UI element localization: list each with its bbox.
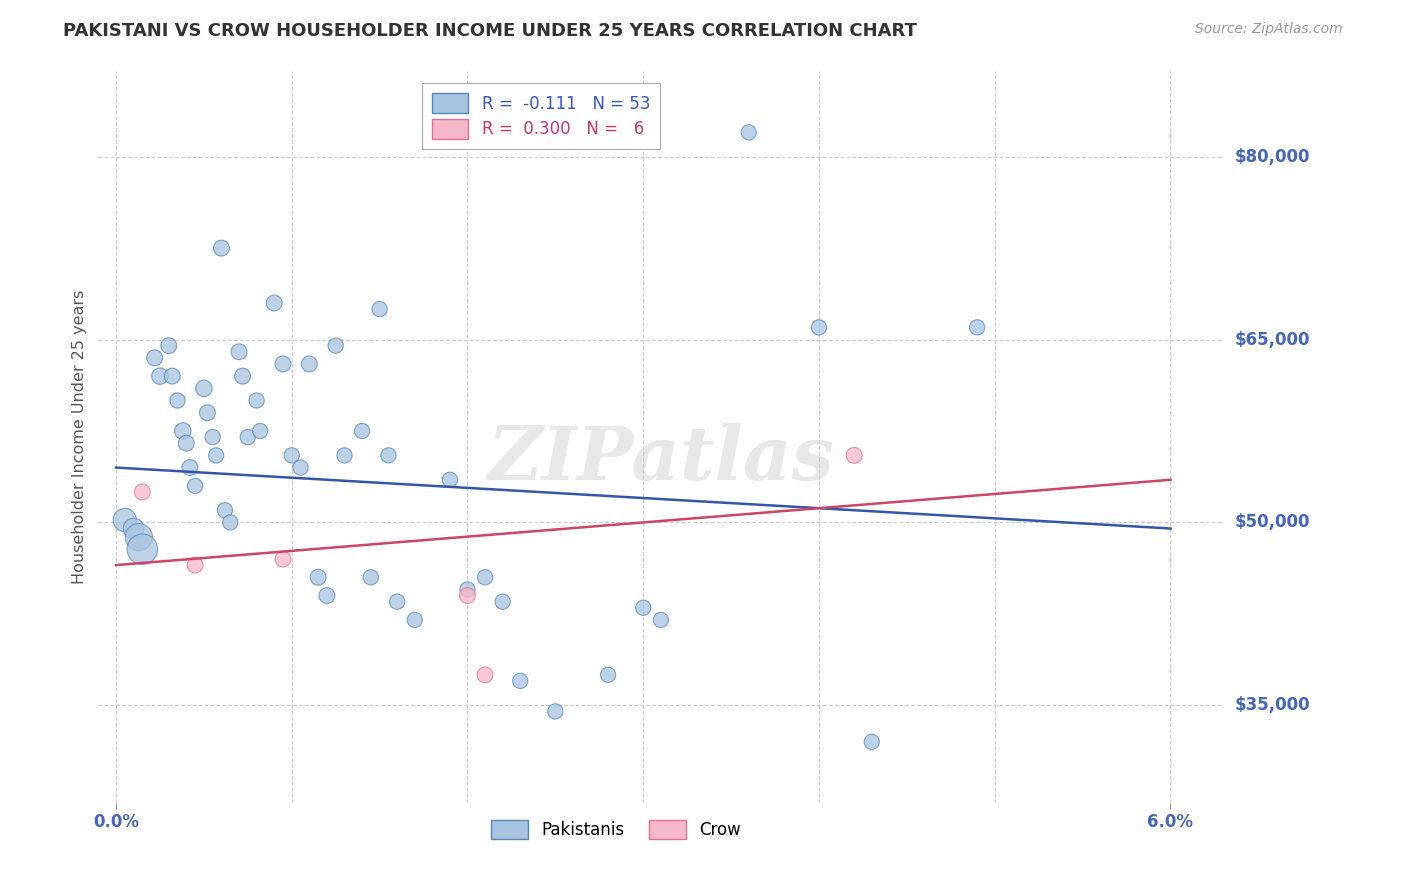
Text: $80,000: $80,000 bbox=[1234, 148, 1310, 166]
Point bbox=[307, 570, 329, 584]
Point bbox=[246, 393, 269, 408]
Point bbox=[201, 430, 224, 444]
Point bbox=[966, 320, 988, 334]
Point bbox=[368, 301, 391, 317]
Point bbox=[157, 339, 180, 353]
Point bbox=[333, 449, 356, 463]
Point bbox=[457, 582, 479, 597]
Point bbox=[205, 449, 228, 463]
Point bbox=[598, 667, 620, 681]
Point bbox=[492, 595, 515, 609]
Point bbox=[263, 296, 285, 310]
Point bbox=[149, 369, 172, 384]
Point bbox=[271, 552, 294, 566]
Text: $35,000: $35,000 bbox=[1234, 697, 1310, 714]
Point bbox=[162, 369, 184, 384]
Point bbox=[316, 589, 339, 603]
Point bbox=[166, 393, 188, 408]
Point bbox=[352, 424, 374, 438]
Text: $65,000: $65,000 bbox=[1234, 331, 1310, 349]
Point bbox=[325, 339, 347, 353]
Point bbox=[298, 357, 321, 371]
Text: $50,000: $50,000 bbox=[1234, 514, 1310, 532]
Point bbox=[184, 479, 207, 493]
Point bbox=[179, 460, 201, 475]
Point bbox=[474, 667, 496, 681]
Point bbox=[738, 125, 761, 139]
Point bbox=[211, 241, 233, 255]
Text: ZIPatlas: ZIPatlas bbox=[488, 423, 834, 495]
Point bbox=[131, 485, 153, 500]
Point bbox=[219, 516, 242, 530]
Point bbox=[404, 613, 426, 627]
Point bbox=[474, 570, 496, 584]
Point bbox=[385, 595, 409, 609]
Point bbox=[128, 530, 150, 544]
Point bbox=[197, 406, 219, 420]
Point bbox=[249, 424, 271, 438]
Point bbox=[172, 424, 194, 438]
Point bbox=[439, 473, 461, 487]
Point bbox=[808, 320, 831, 334]
Point bbox=[457, 589, 479, 603]
Point bbox=[231, 369, 254, 384]
Point bbox=[214, 503, 236, 517]
Point bbox=[360, 570, 382, 584]
Point bbox=[509, 673, 531, 688]
Y-axis label: Householder Income Under 25 years: Householder Income Under 25 years bbox=[72, 290, 87, 584]
Point bbox=[131, 542, 153, 557]
Point bbox=[236, 430, 259, 444]
Legend: Pakistanis, Crow: Pakistanis, Crow bbox=[484, 814, 748, 846]
Point bbox=[271, 357, 294, 371]
Point bbox=[228, 344, 250, 359]
Point bbox=[290, 460, 312, 475]
Text: Source: ZipAtlas.com: Source: ZipAtlas.com bbox=[1195, 22, 1343, 37]
Point bbox=[122, 521, 145, 535]
Point bbox=[844, 449, 866, 463]
Point bbox=[650, 613, 672, 627]
Point bbox=[633, 600, 655, 615]
Point bbox=[377, 449, 399, 463]
Point bbox=[860, 735, 883, 749]
Point bbox=[544, 705, 567, 719]
Point bbox=[114, 513, 136, 527]
Point bbox=[184, 558, 207, 573]
Point bbox=[174, 436, 197, 450]
Text: PAKISTANI VS CROW HOUSEHOLDER INCOME UNDER 25 YEARS CORRELATION CHART: PAKISTANI VS CROW HOUSEHOLDER INCOME UND… bbox=[63, 22, 917, 40]
Point bbox=[281, 449, 304, 463]
Point bbox=[193, 381, 215, 395]
Point bbox=[143, 351, 166, 365]
